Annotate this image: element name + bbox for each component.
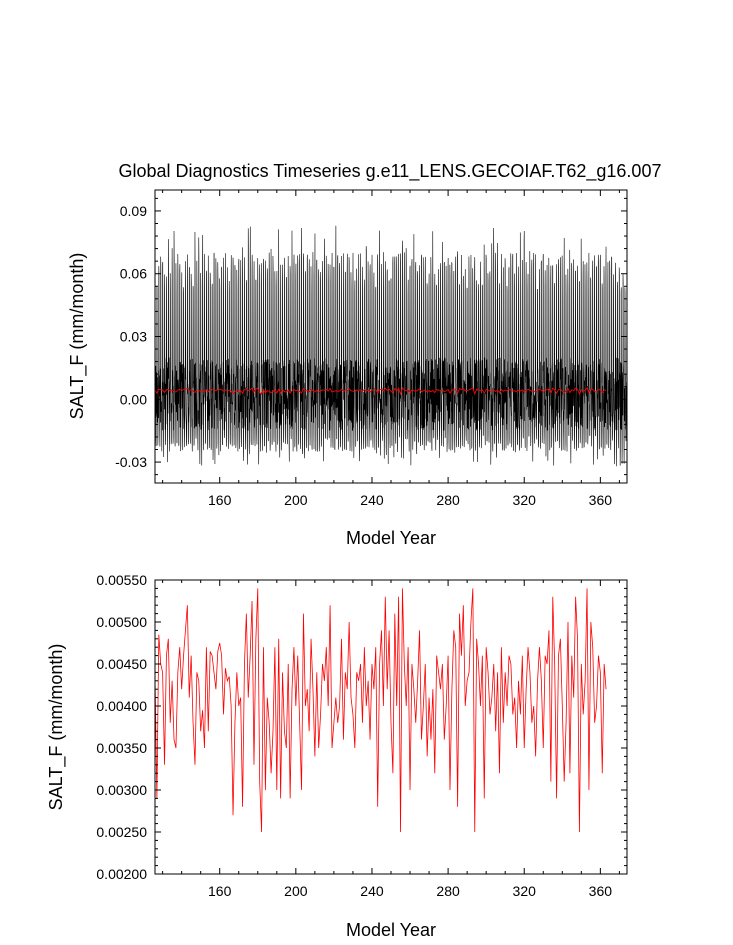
x-tick-label: 320 bbox=[513, 492, 537, 508]
x-tick-label: 160 bbox=[208, 883, 232, 899]
y-tick-label: 0.00 bbox=[120, 391, 147, 407]
top-y-axis-label: SALT_F (mm/month) bbox=[67, 253, 88, 420]
y-tick-label: 0.00300 bbox=[96, 782, 147, 798]
x-tick-label: 200 bbox=[284, 492, 308, 508]
chart-title: Global Diagnostics Timeseries g.e11_LENS… bbox=[119, 161, 662, 182]
y-tick-label: 0.00200 bbox=[96, 866, 147, 882]
monthly-series-line bbox=[154, 225, 628, 467]
x-tick-label: 240 bbox=[360, 492, 384, 508]
bottom-x-axis-label: Model Year bbox=[346, 920, 436, 940]
x-tick-label: 320 bbox=[513, 883, 537, 899]
y-tick-label: 0.00500 bbox=[96, 614, 147, 630]
y-tick-label: 0.06 bbox=[120, 266, 147, 282]
y-tick-label: 0.09 bbox=[120, 203, 147, 219]
x-tick-label: 360 bbox=[589, 492, 613, 508]
x-tick-label: 360 bbox=[589, 883, 613, 899]
y-tick-label: 0.00550 bbox=[96, 572, 147, 588]
bottom-y-axis: 0.00200 0.00250 0.00300 0.00350 0.00400 0.004… bbox=[96, 572, 627, 882]
x-tick-label: 200 bbox=[284, 883, 308, 899]
bottom-x-axis: 160 200 240 280 320 360 bbox=[162, 580, 620, 899]
annual-plot-area bbox=[154, 588, 607, 833]
x-tick-label: 280 bbox=[436, 492, 460, 508]
top-x-axis-label: Model Year bbox=[346, 528, 436, 548]
monthly-plot-area bbox=[154, 225, 628, 467]
y-tick-label: 0.00250 bbox=[96, 824, 147, 840]
top-x-axis: 160 200 240 280 320 360 bbox=[162, 190, 620, 508]
y-tick-label: -0.03 bbox=[115, 454, 147, 470]
bottom-y-axis-label: SALT_F (mm/month) bbox=[46, 644, 67, 811]
x-tick-label: 160 bbox=[208, 492, 232, 508]
annual-mean-line-top bbox=[154, 387, 607, 396]
y-tick-label: 0.00400 bbox=[96, 698, 147, 714]
top-y-axis: -0.03 0.00 0.03 0.06 0.09 bbox=[115, 197, 627, 476]
y-tick-label: 0.00350 bbox=[96, 740, 147, 756]
top-chart-panel: 160 200 240 280 320 360 -0.03 0.00 0.03 0.06 0.09… bbox=[67, 189, 628, 548]
x-tick-label: 280 bbox=[436, 883, 460, 899]
bottom-chart-panel: 160 200 240 280 320 360 0.00200 0.00250 0.00300… bbox=[46, 572, 628, 940]
y-tick-label: 0.00450 bbox=[96, 656, 147, 672]
y-tick-label: 0.03 bbox=[120, 329, 147, 345]
x-tick-label: 240 bbox=[360, 883, 384, 899]
annual-mean-line bbox=[154, 588, 607, 833]
